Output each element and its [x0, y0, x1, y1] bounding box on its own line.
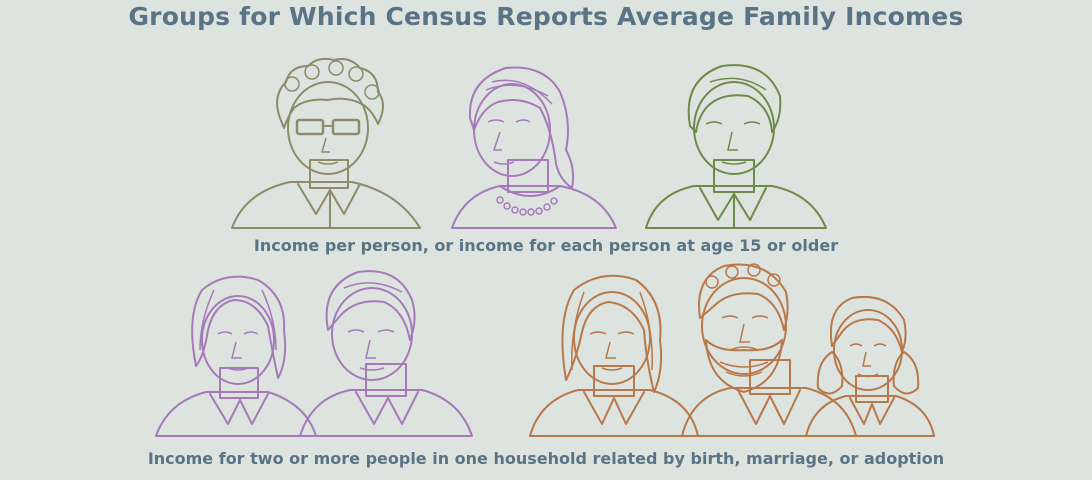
orange-girl — [805, 296, 935, 437]
group-caption-family: Income for two or more people in one hou… — [147, 449, 945, 468]
green-man — [299, 270, 473, 437]
yellow-man — [645, 64, 827, 229]
blue-woman-with-necklace — [451, 66, 617, 229]
orange-woman — [529, 274, 699, 437]
group-caption-individual: Income per person, or income for each pe… — [253, 236, 839, 255]
green-woman — [155, 275, 317, 437]
page-title: Groups for Which Census Reports Average … — [128, 2, 964, 31]
orange-bearded-man — [681, 263, 857, 437]
pink-man-with-glasses — [231, 57, 421, 229]
